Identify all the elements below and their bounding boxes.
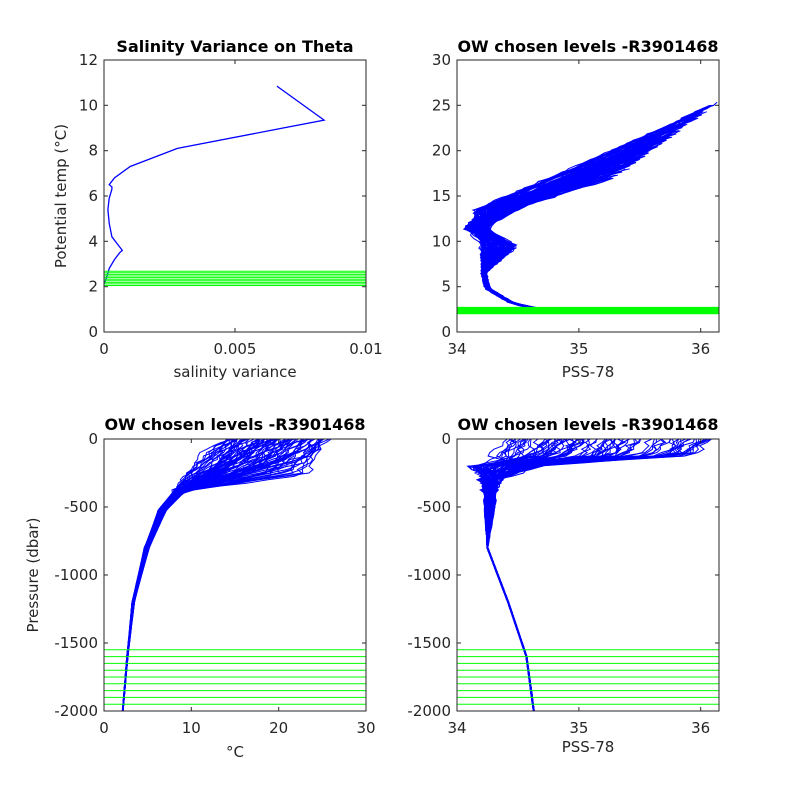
y-tick-label: -2000 [407, 702, 451, 720]
y-tick-label: 0 [88, 323, 98, 341]
plot-area: 34 35 36 -2000 -1500 -1000 -500 0 [407, 430, 720, 737]
chart-title: OW chosen levels -R3901468 [457, 415, 718, 434]
x-tick-label: 30 [356, 719, 375, 737]
y-tick-label: 25 [432, 96, 451, 114]
x-tick-label: 0.01 [349, 340, 382, 358]
chart-title: OW chosen levels -R3901468 [104, 415, 365, 434]
y-tick-label: 0 [441, 323, 451, 341]
x-tick-label: 36 [691, 719, 710, 737]
y-tick-label: -1500 [407, 634, 451, 652]
panel-pressure-temperature: OW chosen levels -R3901468 °C Pressure (… [24, 415, 376, 761]
y-tick-label: -500 [417, 498, 451, 516]
panel-theta-salinity: OW chosen levels -R3901468 PSS-78 34 35 36… [432, 37, 720, 381]
x-tick-label: 10 [182, 719, 201, 737]
x-tick-label: 0 [99, 340, 109, 358]
x-axis-label: salinity variance [173, 363, 296, 381]
y-tick-label: 2 [88, 278, 98, 296]
y-tick-label: 20 [432, 142, 451, 160]
x-tick-label: 34 [447, 719, 466, 737]
plot-area: 34 35 36 0 5 10 15 20 25 30 [432, 51, 720, 358]
data-layer [104, 85, 366, 286]
profile-line [474, 104, 713, 309]
chart-title: Salinity Variance on Theta [116, 37, 353, 56]
y-tick-label: 5 [441, 278, 451, 296]
x-tick-label: 36 [691, 340, 710, 358]
plot-area: 0 10 20 30 -2000 -1500 -1000 -500 0 [54, 430, 375, 737]
y-tick-label: 12 [79, 51, 98, 69]
x-tick-label: 35 [569, 719, 588, 737]
x-axis-label: °C [226, 743, 244, 761]
data-layer [457, 101, 719, 315]
y-tick-label: -2000 [54, 702, 98, 720]
y-tick-label: 30 [432, 51, 451, 69]
profile-line [482, 439, 535, 711]
profile-line [122, 439, 289, 711]
panel-pressure-salinity: OW chosen levels -R3901468 PSS-78 34 35 36… [407, 415, 720, 756]
x-tick-label: 35 [569, 340, 588, 358]
y-tick-label: -1500 [54, 634, 98, 652]
profile-line [477, 152, 649, 309]
y-tick-label: 10 [432, 232, 451, 250]
profile-line [122, 439, 239, 711]
y-tick-label: 6 [88, 187, 98, 205]
x-tick-label: 0.005 [214, 340, 257, 358]
profile-line [475, 136, 666, 309]
data-layer [457, 439, 719, 711]
y-axis-label: Potential temp (°C) [52, 124, 70, 268]
y-tick-label: 0 [88, 430, 98, 448]
y-tick-label: 0 [441, 430, 451, 448]
y-tick-label: -1000 [407, 566, 451, 584]
x-tick-label: 20 [269, 719, 288, 737]
variance-line [104, 85, 326, 285]
plot-area: 0 0.005 0.01 0 2 4 6 8 10 12 [79, 51, 383, 358]
y-tick-label: -1000 [54, 566, 98, 584]
y-tick-label: 10 [79, 96, 98, 114]
x-tick-label: 0 [99, 719, 109, 737]
y-tick-label: 4 [88, 232, 98, 250]
y-tick-label: 15 [432, 187, 451, 205]
x-axis-label: PSS-78 [562, 738, 615, 756]
y-tick-label: -500 [64, 498, 98, 516]
panel-salinity-variance: Salinity Variance on Theta salinity vari… [52, 37, 383, 381]
y-tick-label: 8 [88, 142, 98, 160]
chart-title: OW chosen levels -R3901468 [457, 37, 718, 56]
data-layer [104, 439, 366, 711]
y-axis-label: Pressure (dbar) [24, 518, 42, 633]
x-tick-label: 34 [447, 340, 466, 358]
x-axis-label: PSS-78 [562, 363, 615, 381]
